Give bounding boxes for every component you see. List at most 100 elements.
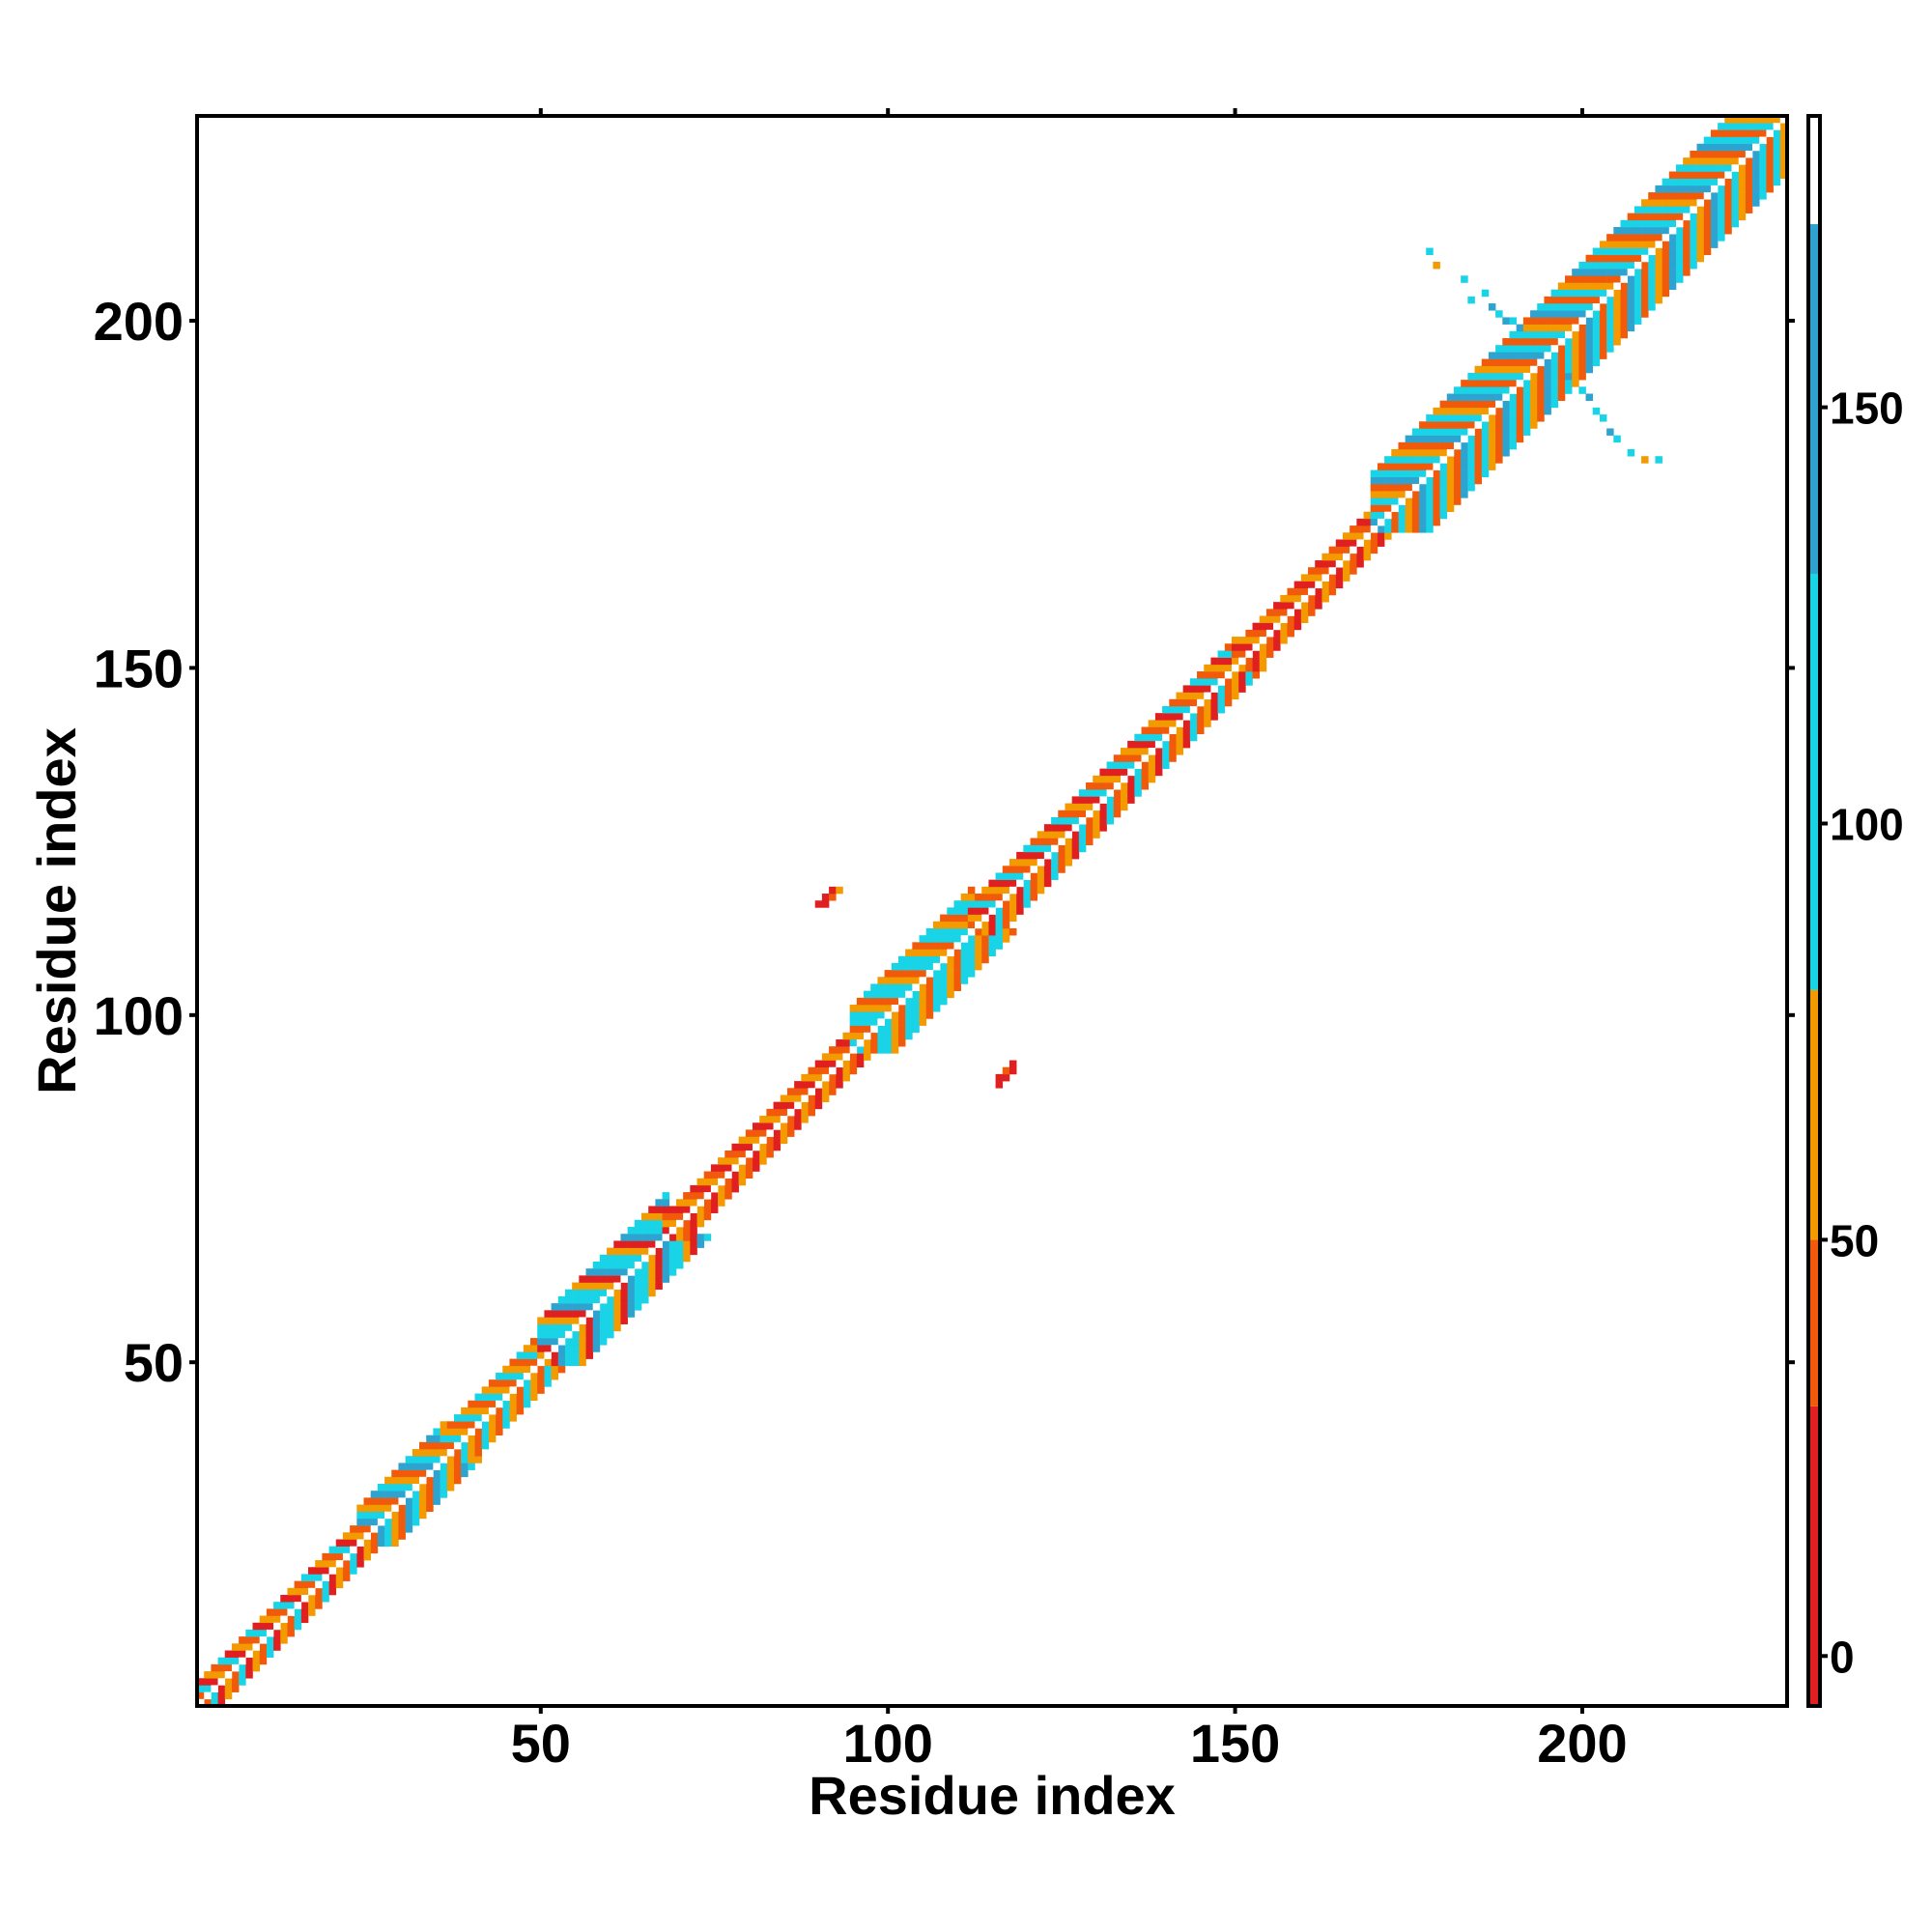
heatmap-cell [446, 1421, 455, 1429]
heatmap-cell [884, 997, 893, 1006]
heatmap-cell [1668, 282, 1677, 290]
heatmap-cell [1308, 574, 1316, 582]
heatmap-cell [1620, 296, 1628, 304]
heatmap-cell [273, 1602, 281, 1609]
heatmap-cell [905, 955, 913, 964]
heatmap-cell [1544, 345, 1551, 353]
heatmap-cell [377, 1504, 385, 1513]
heatmap-cell [1265, 643, 1274, 651]
heatmap-cell [905, 990, 913, 999]
heatmap-cell [738, 1143, 747, 1151]
heatmap-cell [1238, 643, 1246, 651]
heatmap-cell [1634, 289, 1642, 298]
heatmap-cell [703, 1206, 712, 1213]
heatmap-cell [821, 1060, 830, 1068]
colorbar-tick-label: 0 [1830, 1632, 1855, 1682]
heatmap-cell [1321, 574, 1329, 582]
heatmap-cell [259, 1650, 268, 1658]
heatmap-cell [1488, 407, 1496, 415]
heatmap-cell [773, 1108, 781, 1117]
heatmap-cell [1592, 338, 1601, 346]
heatmap-cell [1446, 491, 1455, 498]
heatmap-cell [1446, 463, 1455, 470]
heatmap-cell [683, 1227, 691, 1235]
heatmap-cell [641, 1240, 649, 1248]
heatmap-cell [461, 1463, 469, 1470]
heatmap-cell [947, 955, 954, 964]
heatmap-cell [1599, 296, 1607, 304]
heatmap-cell [496, 1379, 503, 1387]
heatmap-cell [516, 1372, 525, 1380]
heatmap-cell [384, 1491, 392, 1498]
heatmap-cell [1495, 414, 1503, 422]
heatmap-cell [1384, 469, 1392, 478]
heatmap-cell [731, 1143, 739, 1151]
heatmap-cell [224, 1650, 233, 1658]
heatmap-cell [1502, 358, 1510, 367]
heatmap-cell [1384, 497, 1392, 505]
heatmap-cell [864, 990, 871, 999]
heatmap-cell [1488, 400, 1496, 409]
heatmap-cell [627, 1240, 636, 1248]
heatmap-cell [592, 1295, 601, 1304]
heatmap-cell [932, 970, 941, 978]
heatmap-cell [1516, 386, 1524, 394]
heatmap-cell [1134, 733, 1142, 742]
heatmap-cell [1467, 456, 1475, 464]
heatmap-cell [509, 1386, 517, 1394]
heatmap-cell [1745, 157, 1753, 165]
heatmap-cell [1078, 831, 1087, 838]
heatmap-cell [1585, 338, 1594, 346]
x-tick-label: 50 [511, 1713, 571, 1774]
heatmap-cell [572, 1345, 580, 1352]
heatmap-cell [1530, 338, 1538, 346]
heatmap-cell [1315, 587, 1322, 596]
heatmap-cell [461, 1449, 469, 1457]
heatmap-cell [273, 1622, 281, 1631]
heatmap-cell [786, 1094, 795, 1102]
heatmap-cell [836, 1081, 843, 1089]
heatmap-cell [1433, 456, 1440, 464]
heatmap-cell [1550, 352, 1559, 359]
heatmap-cell [1738, 213, 1747, 221]
heatmap-cell [1690, 241, 1697, 248]
heatmap-cell [773, 1122, 781, 1130]
heatmap-cell [960, 907, 969, 915]
heatmap-cell [300, 1587, 309, 1596]
heatmap-cell [1696, 241, 1705, 248]
heatmap-cell [1502, 407, 1510, 415]
heatmap-cell [1065, 859, 1072, 867]
heatmap-cell [1676, 185, 1684, 193]
heatmap-cell [1710, 219, 1719, 228]
heatmap-cell [1356, 546, 1364, 554]
heatmap-cell [315, 1574, 323, 1581]
heatmap-cell [1537, 310, 1545, 318]
heatmap-cell [1481, 414, 1490, 422]
heatmap-cell [405, 1456, 413, 1463]
heatmap-cell [1502, 317, 1510, 325]
heatmap-cell [1544, 365, 1551, 374]
heatmap-cell [613, 1282, 621, 1291]
heatmap-cell [1522, 393, 1531, 401]
heatmap-cell [1370, 526, 1378, 533]
heatmap-cell [585, 1282, 594, 1291]
heatmap-cell [335, 1560, 344, 1568]
heatmap-cell [766, 1136, 774, 1145]
heatmap-cell [745, 1164, 753, 1172]
heatmap-cell [468, 1463, 475, 1470]
heatmap-cell [655, 1282, 663, 1291]
heatmap-cell [1752, 199, 1760, 207]
heatmap-cell [1620, 289, 1628, 298]
heatmap-cell [648, 1212, 656, 1221]
heatmap-cell [502, 1400, 510, 1408]
heatmap-cell [217, 1698, 226, 1707]
heatmap-cell [1495, 421, 1503, 429]
heatmap-cell [1099, 824, 1107, 832]
heatmap-cell [1641, 219, 1649, 228]
heatmap-cell [1710, 199, 1719, 207]
heatmap-cell [1405, 469, 1413, 478]
heatmap-cell [1745, 136, 1753, 145]
heatmap-cell [1634, 254, 1642, 263]
heatmap-cell [239, 1650, 246, 1658]
heatmap-cell [1516, 330, 1524, 339]
